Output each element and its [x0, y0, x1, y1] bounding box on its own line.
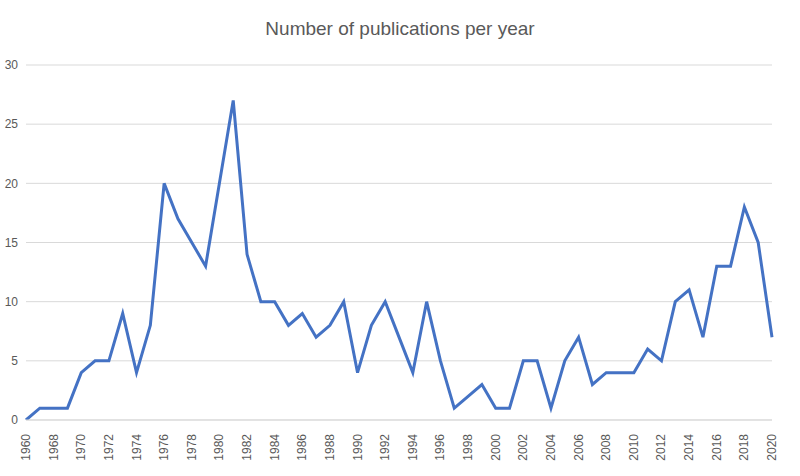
svg-text:2014: 2014	[682, 434, 696, 461]
svg-text:1994: 1994	[406, 434, 420, 461]
svg-text:5: 5	[11, 354, 18, 368]
svg-text:1976: 1976	[157, 434, 171, 461]
svg-text:1982: 1982	[240, 434, 254, 461]
svg-text:20: 20	[8, 177, 18, 191]
svg-text:1992: 1992	[378, 434, 392, 461]
svg-text:2008: 2008	[599, 434, 613, 461]
svg-text:2000: 2000	[489, 434, 503, 461]
svg-text:1980: 1980	[212, 434, 226, 461]
svg-text:2004: 2004	[544, 434, 558, 461]
svg-text:1988: 1988	[323, 434, 337, 461]
svg-text:1990: 1990	[351, 434, 365, 461]
svg-text:2002: 2002	[516, 434, 530, 461]
svg-text:2020: 2020	[765, 434, 779, 461]
svg-text:1972: 1972	[102, 434, 116, 461]
svg-text:1984: 1984	[268, 434, 282, 461]
svg-text:30: 30	[8, 58, 18, 72]
svg-text:2006: 2006	[572, 434, 586, 461]
svg-text:2016: 2016	[710, 434, 724, 461]
svg-text:1986: 1986	[295, 434, 309, 461]
svg-text:1960: 1960	[19, 434, 33, 461]
svg-text:2010: 2010	[627, 434, 641, 461]
svg-text:1974: 1974	[130, 434, 144, 461]
svg-text:2018: 2018	[737, 434, 751, 461]
html-text:Number of publications per yea: Number of publications per year	[265, 18, 535, 39]
svg-text:10: 10	[8, 295, 18, 309]
svg-text:1978: 1978	[185, 434, 199, 461]
svg-text:15: 15	[8, 236, 18, 250]
svg-text:0: 0	[11, 413, 18, 427]
svg-text:1970: 1970	[74, 434, 88, 461]
svg-text:25: 25	[8, 117, 18, 131]
svg-text:1998: 1998	[461, 434, 475, 461]
svg-text:2012: 2012	[654, 434, 668, 461]
svg-text:1996: 1996	[433, 434, 447, 461]
svg-text:1968: 1968	[47, 434, 61, 461]
